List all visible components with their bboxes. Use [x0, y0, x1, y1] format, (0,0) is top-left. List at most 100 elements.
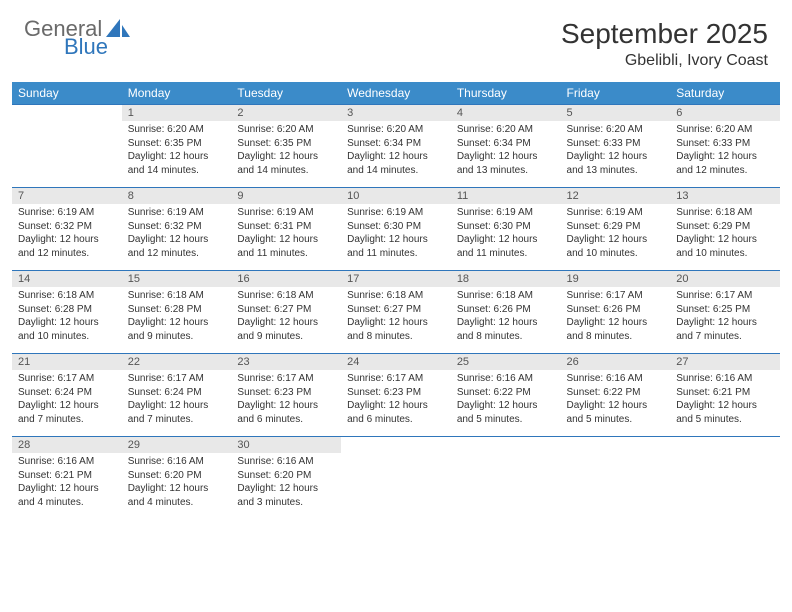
sunrise-text: Sunrise: 6:19 AM: [457, 206, 555, 220]
day-cell: Sunrise: 6:17 AMSunset: 6:26 PMDaylight:…: [561, 287, 671, 354]
sunrise-text: Sunrise: 6:20 AM: [676, 123, 774, 137]
sunrise-text: Sunrise: 6:19 AM: [567, 206, 665, 220]
logo: General Blue: [24, 18, 132, 58]
date-cell: 11: [451, 188, 561, 205]
sunset-text: Sunset: 6:30 PM: [457, 220, 555, 234]
data-row: Sunrise: 6:20 AMSunset: 6:35 PMDaylight:…: [12, 121, 780, 188]
day-cell: Sunrise: 6:19 AMSunset: 6:31 PMDaylight:…: [231, 204, 341, 271]
calendar-table: Sunday Monday Tuesday Wednesday Thursday…: [12, 82, 780, 519]
sunset-text: Sunset: 6:20 PM: [128, 469, 226, 483]
date-cell: 19: [561, 271, 671, 288]
weekday-header-row: Sunday Monday Tuesday Wednesday Thursday…: [12, 82, 780, 105]
weekday-header: Wednesday: [341, 82, 451, 105]
day-cell: Sunrise: 6:20 AMSunset: 6:35 PMDaylight:…: [122, 121, 232, 188]
sunset-text: Sunset: 6:24 PM: [128, 386, 226, 400]
sunset-text: Sunset: 6:33 PM: [567, 137, 665, 151]
sunrise-text: Sunrise: 6:16 AM: [567, 372, 665, 386]
date-cell: 24: [341, 354, 451, 371]
logo-text-blue: Blue: [64, 36, 132, 58]
title-block: September 2025 Gbelibli, Ivory Coast: [561, 18, 768, 70]
daylight-text: Daylight: 12 hours and 7 minutes.: [18, 399, 116, 426]
date-cell: 8: [122, 188, 232, 205]
date-cell: 29: [122, 437, 232, 454]
daylight-text: Daylight: 12 hours and 14 minutes.: [237, 150, 335, 177]
sunrise-text: Sunrise: 6:16 AM: [128, 455, 226, 469]
weekday-header: Thursday: [451, 82, 561, 105]
daylight-text: Daylight: 12 hours and 13 minutes.: [567, 150, 665, 177]
day-cell: Sunrise: 6:17 AMSunset: 6:24 PMDaylight:…: [122, 370, 232, 437]
location: Gbelibli, Ivory Coast: [561, 52, 768, 70]
day-cell: [670, 453, 780, 519]
sunset-text: Sunset: 6:21 PM: [18, 469, 116, 483]
sunset-text: Sunset: 6:22 PM: [567, 386, 665, 400]
sunrise-text: Sunrise: 6:17 AM: [237, 372, 335, 386]
daylight-text: Daylight: 12 hours and 11 minutes.: [347, 233, 445, 260]
day-cell: Sunrise: 6:19 AMSunset: 6:30 PMDaylight:…: [451, 204, 561, 271]
sunrise-text: Sunrise: 6:18 AM: [676, 206, 774, 220]
daylight-text: Daylight: 12 hours and 4 minutes.: [18, 482, 116, 509]
date-cell: 2: [231, 105, 341, 122]
date-cell: 10: [341, 188, 451, 205]
sunset-text: Sunset: 6:21 PM: [676, 386, 774, 400]
daylight-text: Daylight: 12 hours and 5 minutes.: [457, 399, 555, 426]
daylight-text: Daylight: 12 hours and 13 minutes.: [457, 150, 555, 177]
daylight-text: Daylight: 12 hours and 6 minutes.: [347, 399, 445, 426]
sunrise-text: Sunrise: 6:19 AM: [237, 206, 335, 220]
sunset-text: Sunset: 6:29 PM: [676, 220, 774, 234]
sunset-text: Sunset: 6:34 PM: [457, 137, 555, 151]
date-cell: 3: [341, 105, 451, 122]
sunset-text: Sunset: 6:33 PM: [676, 137, 774, 151]
weekday-header: Monday: [122, 82, 232, 105]
day-cell: Sunrise: 6:18 AMSunset: 6:26 PMDaylight:…: [451, 287, 561, 354]
data-row: Sunrise: 6:16 AM Sunset: 6:21 PMDaylight:…: [12, 453, 780, 519]
sunrise-text: Sunrise: 6:17 AM: [18, 372, 116, 386]
date-cell: 15: [122, 271, 232, 288]
weekday-header: Sunday: [12, 82, 122, 105]
daylight-text: Daylight: 12 hours and 12 minutes.: [676, 150, 774, 177]
sunset-text: Sunset: 6:26 PM: [457, 303, 555, 317]
daylight-text: Daylight: 12 hours and 9 minutes.: [128, 316, 226, 343]
daylight-text: Daylight: 12 hours and 5 minutes.: [567, 399, 665, 426]
sunset-text: Sunset: 6:28 PM: [18, 303, 116, 317]
daylight-text: Daylight: 12 hours and 10 minutes.: [676, 233, 774, 260]
sunrise-text: Sunrise: 6:18 AM: [18, 289, 116, 303]
day-cell: [12, 121, 122, 188]
weekday-header: Friday: [561, 82, 671, 105]
day-cell: Sunrise: 6:16 AMSunset: 6:20 PMDaylight:…: [231, 453, 341, 519]
day-cell: Sunrise: 6:18 AMSunset: 6:27 PMDaylight:…: [341, 287, 451, 354]
day-cell: Sunrise: 6:16 AMSunset: 6:21 PMDaylight:…: [12, 453, 122, 519]
sunrise-text: Sunrise: 6:20 AM: [567, 123, 665, 137]
sunrise-text: Sunrise: 6:20 AM: [347, 123, 445, 137]
sunset-text: Sunset: 6:28 PM: [128, 303, 226, 317]
date-cell: 22: [122, 354, 232, 371]
date-cell: 12: [561, 188, 671, 205]
weekday-header: Saturday: [670, 82, 780, 105]
date-cell: 20: [670, 271, 780, 288]
sunset-text: Sunset: 6:32 PM: [18, 220, 116, 234]
sunset-text: Sunset: 6:32 PM: [128, 220, 226, 234]
sunset-text: Sunset: 6:35 PM: [237, 137, 335, 151]
day-cell: [451, 453, 561, 519]
page-title: September 2025: [561, 18, 768, 50]
day-cell: Sunrise: 6:18 AMSunset: 6:28 PMDaylight:…: [122, 287, 232, 354]
sunrise-text: Sunrise: 6:20 AM: [237, 123, 335, 137]
day-cell: Sunrise: 6:20 AMSunset: 6:35 PMDaylight:…: [231, 121, 341, 188]
header: General Blue September 2025 Gbelibli, Iv…: [0, 0, 792, 78]
sunset-text: Sunset: 6:22 PM: [457, 386, 555, 400]
date-row: 282930: [12, 437, 780, 454]
date-cell: 27: [670, 354, 780, 371]
date-row: 78910111213: [12, 188, 780, 205]
date-cell: [670, 437, 780, 454]
data-row: Sunrise: 6:17 AM Sunset: 6:24 PM Daylight:…: [12, 370, 780, 437]
sunset-text: Sunset: 6:26 PM: [567, 303, 665, 317]
daylight-text: Daylight: 12 hours and 7 minutes.: [676, 316, 774, 343]
date-cell: 25: [451, 354, 561, 371]
date-cell: 17: [341, 271, 451, 288]
daylight-text: Daylight: 12 hours and 14 minutes.: [128, 150, 226, 177]
date-cell: 14: [12, 271, 122, 288]
date-row: 14151617181920: [12, 271, 780, 288]
daylight-text: Daylight: 12 hours and 12 minutes.: [128, 233, 226, 260]
date-cell: 4: [451, 105, 561, 122]
sunrise-text: Sunrise: 6:17 AM: [567, 289, 665, 303]
day-cell: Sunrise: 6:20 AMSunset: 6:34 PMDaylight:…: [451, 121, 561, 188]
